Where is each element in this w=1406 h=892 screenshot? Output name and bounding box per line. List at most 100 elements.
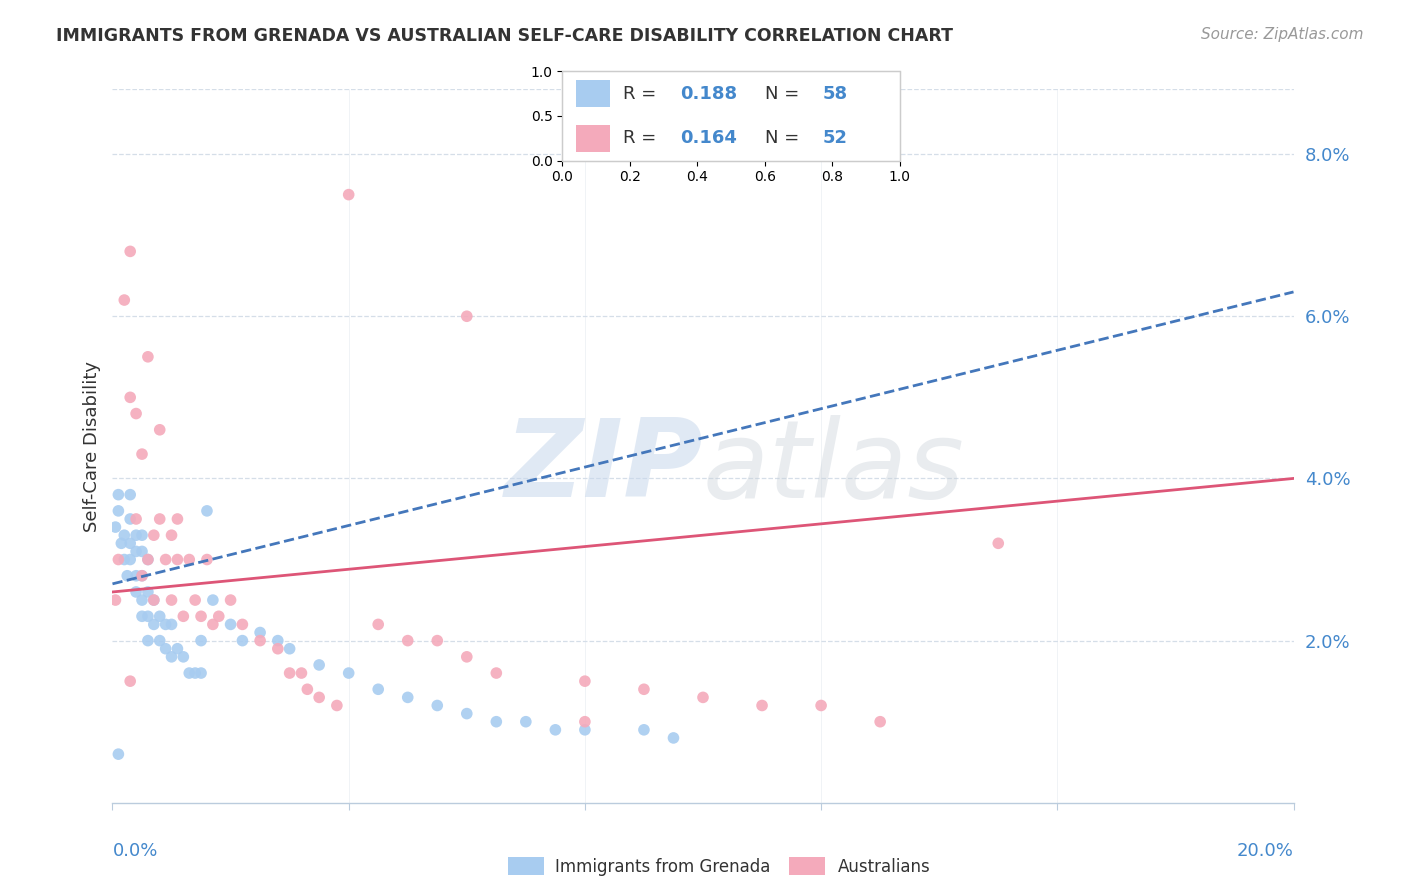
Point <box>179 552 201 566</box>
Point <box>131 544 153 558</box>
Point <box>110 536 132 550</box>
Text: 20.0%: 20.0% <box>1237 842 1294 860</box>
Point <box>662 731 685 745</box>
Point <box>120 488 142 502</box>
Point <box>172 609 194 624</box>
Point <box>456 310 478 324</box>
Point <box>172 649 194 664</box>
Point <box>297 682 319 697</box>
Point <box>131 568 153 582</box>
Text: N =: N = <box>765 85 799 103</box>
Point <box>112 293 135 307</box>
Point <box>190 666 212 681</box>
Point <box>574 674 596 689</box>
Point <box>149 633 172 648</box>
Point <box>131 609 153 624</box>
Point <box>249 633 271 648</box>
Point <box>195 552 218 566</box>
Point <box>120 536 142 550</box>
Point <box>190 609 212 624</box>
Point <box>112 528 135 542</box>
Point <box>456 649 478 664</box>
Point <box>125 528 148 542</box>
Point <box>574 723 596 737</box>
Point <box>136 633 159 648</box>
Point <box>125 544 148 558</box>
Point <box>107 504 129 518</box>
Point <box>142 617 165 632</box>
Point <box>107 488 129 502</box>
Point <box>692 690 714 705</box>
Text: 0.188: 0.188 <box>681 85 738 103</box>
Point <box>267 633 290 648</box>
Point <box>120 512 142 526</box>
Point <box>367 682 389 697</box>
Point <box>136 585 159 599</box>
Point <box>125 568 148 582</box>
Point <box>136 609 159 624</box>
Point <box>131 593 153 607</box>
Point <box>160 593 183 607</box>
Point <box>987 536 1010 550</box>
Point <box>456 706 478 721</box>
Point <box>142 528 165 542</box>
Point <box>149 423 172 437</box>
Point <box>426 698 449 713</box>
Point <box>190 633 212 648</box>
Text: N =: N = <box>765 129 799 147</box>
Point <box>249 625 271 640</box>
Point <box>396 690 419 705</box>
Point <box>337 666 360 681</box>
Point <box>136 552 159 566</box>
Point <box>278 666 301 681</box>
Point <box>485 666 508 681</box>
Point <box>367 617 389 632</box>
Point <box>195 504 218 518</box>
Text: 0.0%: 0.0% <box>112 842 157 860</box>
Point <box>633 682 655 697</box>
Point <box>201 593 224 607</box>
Point <box>131 447 153 461</box>
Point <box>219 593 242 607</box>
Point <box>166 552 188 566</box>
Point <box>120 390 142 404</box>
Point <box>120 674 142 689</box>
Point <box>136 552 159 566</box>
Text: R =: R = <box>623 85 657 103</box>
Point <box>231 633 253 648</box>
Point <box>485 714 508 729</box>
Point <box>107 552 129 566</box>
Text: Source: ZipAtlas.com: Source: ZipAtlas.com <box>1201 27 1364 42</box>
Point <box>219 617 242 632</box>
Point <box>869 714 891 729</box>
Text: 52: 52 <box>823 129 848 147</box>
Point <box>308 657 330 672</box>
Point <box>155 552 177 566</box>
Point <box>337 187 360 202</box>
Point <box>125 407 148 421</box>
FancyBboxPatch shape <box>508 857 544 875</box>
Point <box>142 593 165 607</box>
Point <box>107 747 129 761</box>
Point <box>290 666 312 681</box>
Text: ZIP: ZIP <box>505 415 703 520</box>
Text: IMMIGRANTS FROM GRENADA VS AUSTRALIAN SELF-CARE DISABILITY CORRELATION CHART: IMMIGRANTS FROM GRENADA VS AUSTRALIAN SE… <box>56 27 953 45</box>
Point <box>160 649 183 664</box>
Point <box>574 714 596 729</box>
Point <box>810 698 832 713</box>
Point <box>104 520 127 534</box>
Point <box>326 698 349 713</box>
Point <box>112 552 135 566</box>
Point <box>184 666 207 681</box>
Point <box>278 641 301 656</box>
Text: Immigrants from Grenada: Immigrants from Grenada <box>555 858 770 876</box>
Point <box>131 568 153 582</box>
Point <box>396 633 419 648</box>
Point <box>155 641 177 656</box>
Point <box>179 666 201 681</box>
Point <box>160 528 183 542</box>
Y-axis label: Self-Care Disability: Self-Care Disability <box>83 360 101 532</box>
Point <box>125 512 148 526</box>
Point <box>515 714 537 729</box>
Point <box>125 585 148 599</box>
